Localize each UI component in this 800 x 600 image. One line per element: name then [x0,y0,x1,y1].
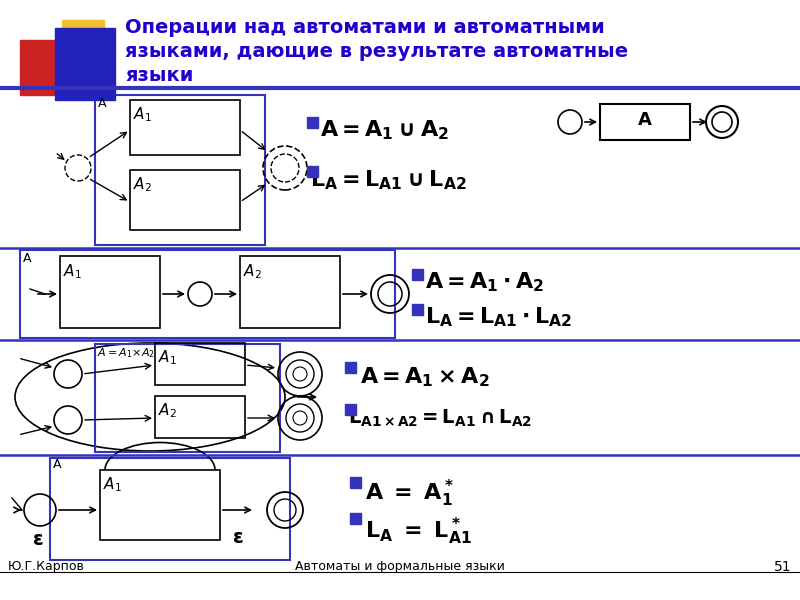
Bar [412,304,423,315]
Bar [307,117,318,128]
Text: $A_2$: $A_2$ [133,175,152,194]
Bar [20,40,78,95]
Text: $\mathbf{A = A_1 \cup A_2}$: $\mathbf{A = A_1 \cup A_2}$ [320,118,449,142]
Text: $A = A_1{\times}A_2$: $A = A_1{\times}A_2$ [97,346,154,360]
Text: языки: языки [125,66,194,85]
Text: $A_1$: $A_1$ [63,262,82,281]
Text: A: A [23,252,31,265]
Text: языками, дающие в результате автоматные: языками, дающие в результате автоматные [125,42,628,61]
Text: $A_2$: $A_2$ [158,401,177,420]
Bar [412,269,423,280]
Text: A: A [638,111,652,129]
Text: $A_1$: $A_1$ [158,348,177,367]
Bar [155,396,245,438]
Bar [55,28,115,100]
Text: $\mathbf{L_A = L_{A1} \bullet L_{A2}}$: $\mathbf{L_A = L_{A1} \bullet L_{A2}}$ [425,305,572,329]
Text: A: A [53,458,62,471]
Bar [345,362,356,373]
Bar [100,470,220,540]
Bar [62,20,104,62]
Bar [307,166,318,177]
Bar [155,343,245,385]
Bar [350,477,361,488]
Text: Автоматы и формальные языки: Автоматы и формальные языки [295,560,505,573]
Bar [95,95,265,245]
Text: Операции над автоматами и автоматными: Операции над автоматами и автоматными [125,18,605,37]
Text: Ю.Г.Карпов: Ю.Г.Карпов [8,560,85,573]
Text: $\mathbf{L_A = L_{A1} \cup L_{A2}}$: $\mathbf{L_A = L_{A1} \cup L_{A2}}$ [310,168,467,191]
Bar [345,404,356,415]
Bar [50,458,290,560]
Bar [130,100,240,155]
Text: $A_2$: $A_2$ [243,262,262,281]
Bar [350,513,361,524]
Bar [20,250,395,338]
Text: 51: 51 [774,560,792,574]
Text: $\mathbf{A = A_1 \bullet A_2}$: $\mathbf{A = A_1 \bullet A_2}$ [425,270,545,293]
Text: $\mathbf{A = A_1 \times A_2}$: $\mathbf{A = A_1 \times A_2}$ [360,365,490,389]
Text: $A_1$: $A_1$ [133,105,152,124]
Text: $\boldsymbol{\varepsilon}$: $\boldsymbol{\varepsilon}$ [232,528,244,547]
Text: $A_1$: $A_1$ [103,475,122,494]
Bar [60,256,160,328]
Text: $\boldsymbol{\varepsilon}$: $\boldsymbol{\varepsilon}$ [32,530,44,549]
Text: A: A [98,97,106,110]
Text: $\mathbf{A \ = \ A_1^*}$: $\mathbf{A \ = \ A_1^*}$ [365,478,454,509]
Bar [95,344,280,452]
Text: $\mathbf{L_{A1\times A2} = L_{A1} \cap L_{A2}}$: $\mathbf{L_{A1\times A2} = L_{A1} \cap L… [348,408,532,430]
Bar [600,104,690,140]
Bar [240,256,340,328]
Text: $\mathbf{L_A \ = \ L_{A1}^*}$: $\mathbf{L_A \ = \ L_{A1}^*}$ [365,516,472,547]
Bar [130,170,240,230]
